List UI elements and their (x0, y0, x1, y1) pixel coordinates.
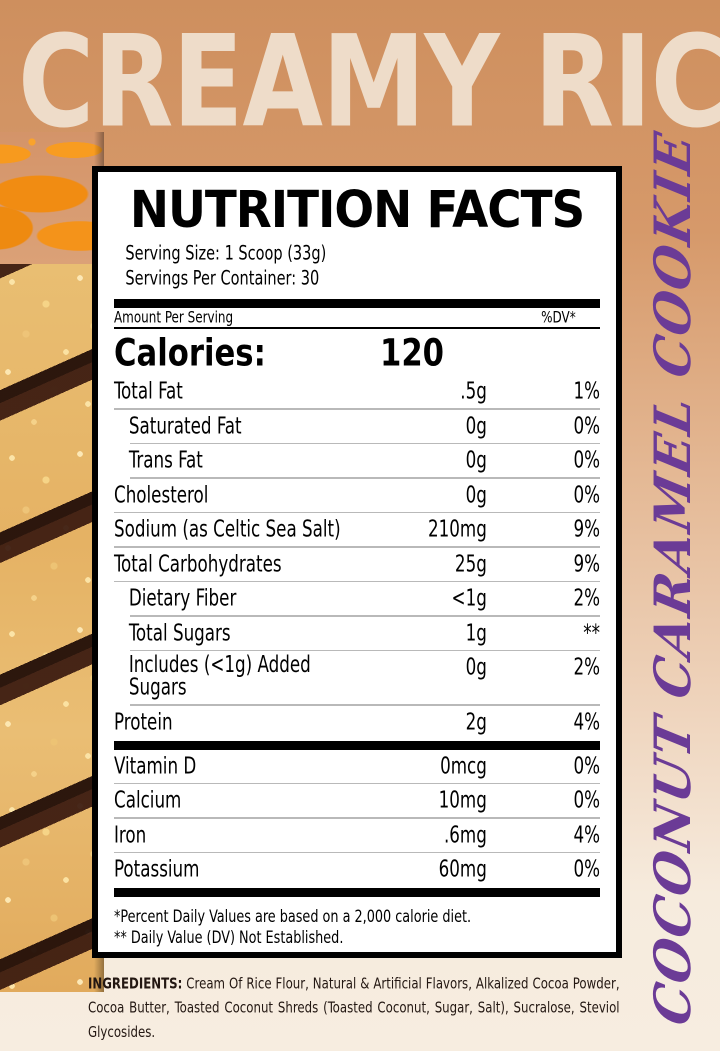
nutrient-name: Saturated Fat (128, 411, 242, 439)
product-photo (0, 132, 104, 992)
table-row: Potassium 60mg 0% (114, 853, 600, 886)
product-title: CREAMY RICE (18, 7, 720, 156)
nutrient-daily-value: 0% (573, 411, 600, 439)
table-row: Protein 2g 4% (114, 706, 600, 739)
nutrient-amount: 0mcg (440, 751, 487, 779)
amount-per-serving-header: Amount Per Serving %DV* (114, 309, 576, 327)
table-row: Vitamin D 0mcg 0% (114, 750, 600, 783)
row-divider (114, 408, 600, 410)
coconut-cluster-image (0, 264, 104, 992)
amount-per-serving-label: Amount Per Serving (114, 309, 234, 327)
nutrient-amount: 25g (454, 549, 487, 577)
nutrient-amount: <1g (451, 583, 487, 612)
nutrient-name: Calcium (114, 785, 182, 814)
flavour-name-container: COCONUT CARAMEL COOKIE (623, 126, 719, 1045)
row-divider (130, 477, 600, 479)
nutrient-amount: 0g (465, 445, 487, 474)
divider-under-header (114, 327, 600, 329)
table-row: Total Fat .5g 1% (114, 375, 600, 408)
nutrition-facts-panel: NUTRITION FACTS Serving Size: 1 Scoop (3… (92, 166, 622, 958)
nutrient-amount: .5g (460, 376, 487, 405)
table-row: Cholesterol 0g 0% (114, 479, 600, 512)
row-divider (130, 704, 600, 706)
footnote-daily-values: *Percent Daily Values are based on a 2,0… (114, 906, 472, 927)
nutrient-amount: 2g (465, 707, 487, 735)
table-row: Total Carbohydrates 25g 9% (114, 548, 600, 581)
row-divider (114, 546, 600, 548)
ingredients-label: INGREDIENTS: (88, 975, 183, 993)
table-row: Includes (<1g) Added Sugars 0g 2% (114, 651, 600, 704)
daily-value-header: %DV* (541, 309, 576, 327)
nutrient-amount: .6mg (443, 820, 487, 848)
flavour-name: COCONUT CARAMEL COOKIE (643, 126, 702, 1031)
nutrient-rows: Total Fat .5g 1% Saturated Fat 0g 0% Trans Fat… (114, 375, 600, 739)
nutrient-daily-value: 0% (573, 854, 600, 883)
nutrient-amount: 0g (465, 652, 487, 681)
nutrient-name: Vitamin D (114, 751, 197, 779)
nutrient-daily-value: 0% (573, 751, 600, 779)
nutrient-daily-value: 1% (573, 376, 600, 405)
table-row: Saturated Fat 0g 0% (114, 410, 600, 443)
row-divider (114, 580, 600, 582)
nutrient-name: Protein (114, 707, 173, 735)
calories-label: Calories: (114, 330, 266, 374)
nutrient-daily-value: 4% (573, 820, 600, 848)
nutrient-amount: 210mg (427, 514, 487, 543)
nutrient-daily-value: 0% (573, 785, 600, 814)
row-divider (114, 511, 600, 513)
nutrient-name: Dietary Fiber (128, 583, 237, 612)
table-row: Total Sugars 1g ** (114, 617, 600, 650)
footnote-dv-not-established: ** Daily Value (DV) Not Established. (114, 927, 344, 948)
nutrient-daily-value: 2% (573, 652, 600, 681)
nutrient-daily-value: 2% (573, 583, 600, 612)
nutrient-amount: 0g (465, 480, 487, 508)
row-divider (130, 649, 600, 651)
calories-row: Calories: 120 (114, 329, 600, 375)
table-row: Dietary Fiber <1g 2% (114, 582, 600, 615)
nutrient-name: Cholesterol (114, 480, 209, 508)
nutrient-daily-value: 4% (573, 707, 600, 735)
ingredients-text: Cream Of Rice Flour, Natural & Artificia… (88, 975, 620, 1042)
nutrient-amount: 10mg (438, 785, 487, 814)
nutrient-daily-value: ** (583, 618, 600, 646)
nutrient-name: Includes (<1g) Added Sugars (128, 650, 311, 701)
caramel-drizzle-image (0, 132, 104, 282)
divider-thick-bottom (114, 888, 600, 897)
nutrient-amount: 60mg (438, 854, 487, 883)
serving-size: Serving Size: 1 Scoop (33g) (125, 242, 327, 266)
micronutrient-rows: Vitamin D 0mcg 0% Calcium 10mg 0% Iron .6mg 4% Po… (114, 750, 600, 887)
nutrient-name: Total Carbohydrates (114, 549, 282, 577)
table-row: Calcium 10mg 0% (114, 784, 600, 817)
servings-per-container: Servings Per Container: 30 (125, 267, 320, 291)
nutrition-facts-heading: NUTRITION FACTS (129, 179, 585, 240)
nutrient-name: Potassium (114, 854, 200, 883)
nutrient-name: Iron (114, 820, 147, 848)
nutrient-amount: 0g (465, 411, 487, 439)
calories-value: 120 (379, 330, 445, 374)
table-row: Sodium (as Celtic Sea Salt) 210mg 9% (114, 513, 600, 546)
ingredients-statement: INGREDIENTS: Cream Of Rice Flour, Natura… (88, 972, 620, 1045)
row-divider (114, 782, 600, 784)
nutrient-daily-value: 9% (573, 549, 600, 577)
row-divider (130, 442, 600, 444)
row-divider (114, 851, 600, 853)
nutrient-name: Sodium (as Celtic Sea Salt) (114, 514, 341, 543)
nutrient-daily-value: 0% (573, 480, 600, 508)
table-row: Trans Fat 0g 0% (114, 444, 600, 477)
nutrient-daily-value: 0% (573, 445, 600, 474)
nutrient-name: Total Sugars (128, 618, 231, 646)
row-divider (130, 615, 600, 617)
nutrient-amount: 1g (465, 618, 487, 646)
divider-thick-micronutrients (114, 740, 600, 750)
nutrient-name: Trans Fat (128, 445, 203, 474)
row-divider (114, 817, 600, 819)
nutrient-daily-value: 9% (573, 514, 600, 543)
nutrient-name: Total Fat (114, 376, 183, 405)
table-row: Iron .6mg 4% (114, 819, 600, 852)
divider-thick-top (114, 299, 600, 308)
